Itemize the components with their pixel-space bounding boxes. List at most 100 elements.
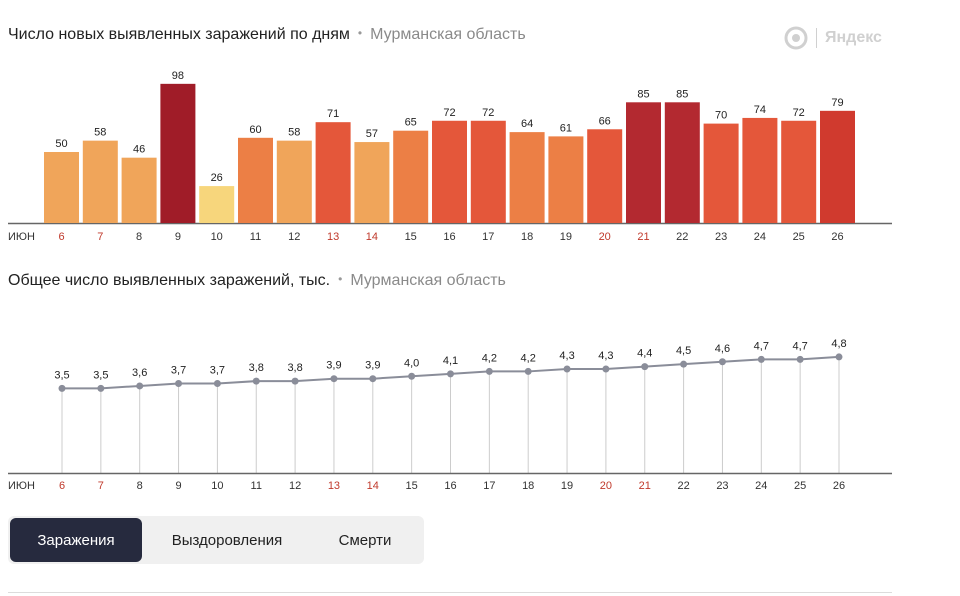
data-point <box>718 358 726 366</box>
bar <box>121 157 157 223</box>
bar-value-label: 72 <box>793 107 805 119</box>
data-point <box>136 382 144 390</box>
data-point <box>447 370 454 378</box>
point-value-label: 3,8 <box>249 362 264 374</box>
point-value-label: 4,6 <box>715 343 730 355</box>
bar <box>664 102 700 223</box>
x-tick-label: 26 <box>833 480 845 492</box>
point-value-label: 4,3 <box>598 350 613 362</box>
bar <box>160 83 196 223</box>
bar <box>548 136 584 223</box>
data-point <box>641 363 649 371</box>
bar <box>199 186 235 223</box>
bar <box>432 120 467 223</box>
point-value-label: 3,7 <box>210 365 225 377</box>
point-value-label: 3,8 <box>287 362 302 374</box>
bar-value-label: 60 <box>249 124 261 136</box>
chart1-title-row: Число новых выявленных заражений по дням… <box>8 26 526 44</box>
x-tick-label: 16 <box>443 231 455 243</box>
bar-value-label: 72 <box>443 107 455 119</box>
bar <box>626 102 661 223</box>
x-tick-label: 9 <box>175 231 181 243</box>
bar <box>82 140 118 223</box>
data-point <box>680 360 688 368</box>
x-tick-label: 23 <box>715 231 727 243</box>
x-tick-label: 16 <box>444 480 456 492</box>
data-point <box>252 377 260 385</box>
x-tick-label: 11 <box>250 231 261 243</box>
bar <box>238 137 273 223</box>
data-point <box>408 372 416 380</box>
logo-text: Яндекс <box>825 29 882 46</box>
yandex-logo: Яндекс <box>784 26 882 50</box>
x-tick-label: 25 <box>793 231 805 243</box>
x-tick-label: 8 <box>137 480 143 492</box>
bar-value-label: 26 <box>211 172 223 184</box>
x-tick-label: 20 <box>599 231 611 243</box>
title-separator: • <box>338 272 343 286</box>
point-value-label: 4,8 <box>831 338 846 350</box>
point-value-label: 3,9 <box>365 360 380 372</box>
title-separator: • <box>357 26 363 40</box>
chart2-title: Общее число выявленных заражений, тыс. <box>8 272 331 289</box>
x-tick-label: 7 <box>97 231 103 243</box>
bar-value-label: 66 <box>599 115 611 127</box>
bar-value-label: 85 <box>676 88 688 100</box>
point-value-label: 4,4 <box>637 348 652 360</box>
bar <box>781 120 817 223</box>
data-point <box>291 377 299 385</box>
x-tick-label: 22 <box>677 480 689 492</box>
chart2-region: Мурманская область <box>350 272 506 289</box>
bar <box>703 123 739 223</box>
x-tick-label: 13 <box>327 231 339 243</box>
x-tick-label: 10 <box>211 480 223 492</box>
x-tick-label: 6 <box>58 231 64 243</box>
x-tick-label: 18 <box>522 480 534 492</box>
data-point <box>602 365 610 373</box>
chart2-title-row: Общее число выявленных заражений, тыс. • М… <box>8 272 506 290</box>
x-tick-label: 24 <box>754 231 766 243</box>
chart1-region: Мурманская область <box>370 26 526 43</box>
bar-value-label: 72 <box>482 107 494 119</box>
data-point <box>835 353 843 361</box>
logo-divider <box>816 28 817 48</box>
x-tick-label: 7 <box>98 480 104 492</box>
divider <box>8 592 892 593</box>
tab-recoveries[interactable]: Выздоровления <box>171 531 283 549</box>
bar-value-label: 58 <box>94 127 106 139</box>
x-tick-label: 23 <box>716 480 728 492</box>
point-value-label: 4,2 <box>482 352 497 364</box>
point-value-label: 3,9 <box>326 360 341 372</box>
x-tick-label: 19 <box>561 480 573 492</box>
data-point <box>97 384 105 392</box>
month-label: ИЮН <box>8 231 35 243</box>
x-tick-label: 20 <box>600 480 612 492</box>
x-tick-label: 13 <box>328 480 340 492</box>
point-value-label: 3,5 <box>93 369 108 381</box>
total-cases-line-chart: ИЮН 3,5 6 3,5 7 3,6 8 3,7 9 3,7 10 3,8 11 3,8 12 3,9 13 3… <box>8 338 892 492</box>
data-point <box>757 355 765 363</box>
point-value-label: 4,1 <box>443 355 458 367</box>
data-point <box>58 384 66 392</box>
point-value-label: 3,5 <box>54 369 69 381</box>
tab-deaths[interactable]: Смерти <box>338 531 392 549</box>
bar <box>393 130 429 223</box>
bar-value-label: 70 <box>715 110 727 122</box>
bar <box>820 110 855 223</box>
x-tick-label: 8 <box>136 231 142 243</box>
x-tick-label: 17 <box>482 231 494 243</box>
bar <box>470 120 506 223</box>
point-value-label: 4,3 <box>559 350 574 362</box>
point-value-label: 3,6 <box>132 367 147 379</box>
tab-infections[interactable]: Заражения <box>10 518 142 562</box>
bar-value-label: 98 <box>172 70 184 82</box>
bar-value-label: 71 <box>327 108 339 120</box>
x-tick-label: 12 <box>288 231 300 243</box>
data-point <box>213 380 221 388</box>
bar-value-label: 58 <box>288 127 300 139</box>
x-tick-label: 14 <box>367 480 379 492</box>
data-point <box>796 355 804 363</box>
point-value-label: 4,7 <box>754 340 769 352</box>
bar <box>44 152 79 223</box>
bar-value-label: 64 <box>521 118 533 130</box>
